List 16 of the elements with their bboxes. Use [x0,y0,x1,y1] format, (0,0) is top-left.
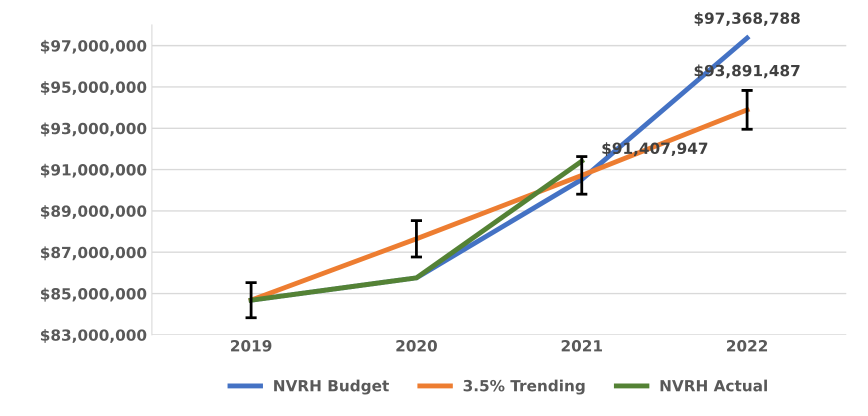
data-label: $97,368,788 [694,12,800,26]
legend-label: NVRH Actual [660,380,767,392]
legend-label: 3.5% Trending [464,380,585,395]
x-tick-label: 2020 [396,340,437,352]
y-tick-label: $95,000,000 [40,81,146,95]
y-tick-label: $97,000,000 [40,40,146,54]
y-tick-label: $85,000,000 [40,288,146,302]
y-tick-label: $83,000,000 [40,329,146,343]
legend-label: NVRH Budget [274,380,389,395]
x-tick-label: 2019 [231,340,272,352]
y-tick-label: $87,000,000 [40,246,146,260]
x-tick-label: 2021 [562,340,602,352]
x-tick-label: 2022 [727,340,768,352]
y-tick-label: $93,000,000 [40,122,146,136]
y-tick-label: $89,000,000 [40,205,146,219]
y-tick-label: $91,000,000 [40,164,146,178]
